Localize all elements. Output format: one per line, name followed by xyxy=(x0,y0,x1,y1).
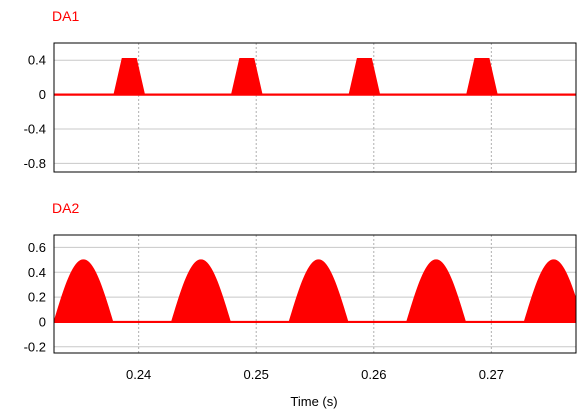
y-tick-label: 0 xyxy=(39,314,46,329)
x-tick-label: 0.27 xyxy=(479,367,504,382)
y-tick-label: -0.2 xyxy=(24,339,46,354)
y-tick-label: 0.6 xyxy=(28,240,46,255)
series-pulse xyxy=(466,57,498,96)
series-pulse xyxy=(170,259,232,323)
series-waveform xyxy=(54,57,576,96)
y-tick-label: 0.2 xyxy=(28,290,46,305)
series-pulse xyxy=(113,57,146,96)
x-tick-label: 0.26 xyxy=(361,367,386,382)
y-tick-label: 0.4 xyxy=(28,53,46,68)
series-waveform xyxy=(54,259,576,324)
series-pulse xyxy=(348,57,381,96)
series-pulse xyxy=(523,259,576,323)
series-pulse xyxy=(54,259,114,323)
y-tick-label: -0.4 xyxy=(24,122,46,137)
panel-1-plot: 0.4 0 -0.4 -0.8 xyxy=(24,42,577,173)
series-pulse xyxy=(230,57,263,96)
series-pulse xyxy=(288,259,349,323)
panel-2-title: DA2 xyxy=(52,200,79,216)
y-tick-label: 0 xyxy=(39,87,46,102)
x-tick-label: 0.25 xyxy=(244,367,269,382)
plot-frame xyxy=(53,42,577,173)
panel-2-plot: 0.6 0.4 0.2 0 -0.2 0.24 0.25 0.26 0.27 xyxy=(24,234,577,382)
series-pulse xyxy=(406,259,467,323)
panel-1-title: DA1 xyxy=(52,8,79,24)
y-tick-label: 0.4 xyxy=(28,265,46,280)
y-tick-label: -0.8 xyxy=(24,156,46,171)
plot-frame xyxy=(53,234,577,354)
x-axis-label: Time (s) xyxy=(290,394,337,409)
x-tick-label: 0.24 xyxy=(126,367,151,382)
